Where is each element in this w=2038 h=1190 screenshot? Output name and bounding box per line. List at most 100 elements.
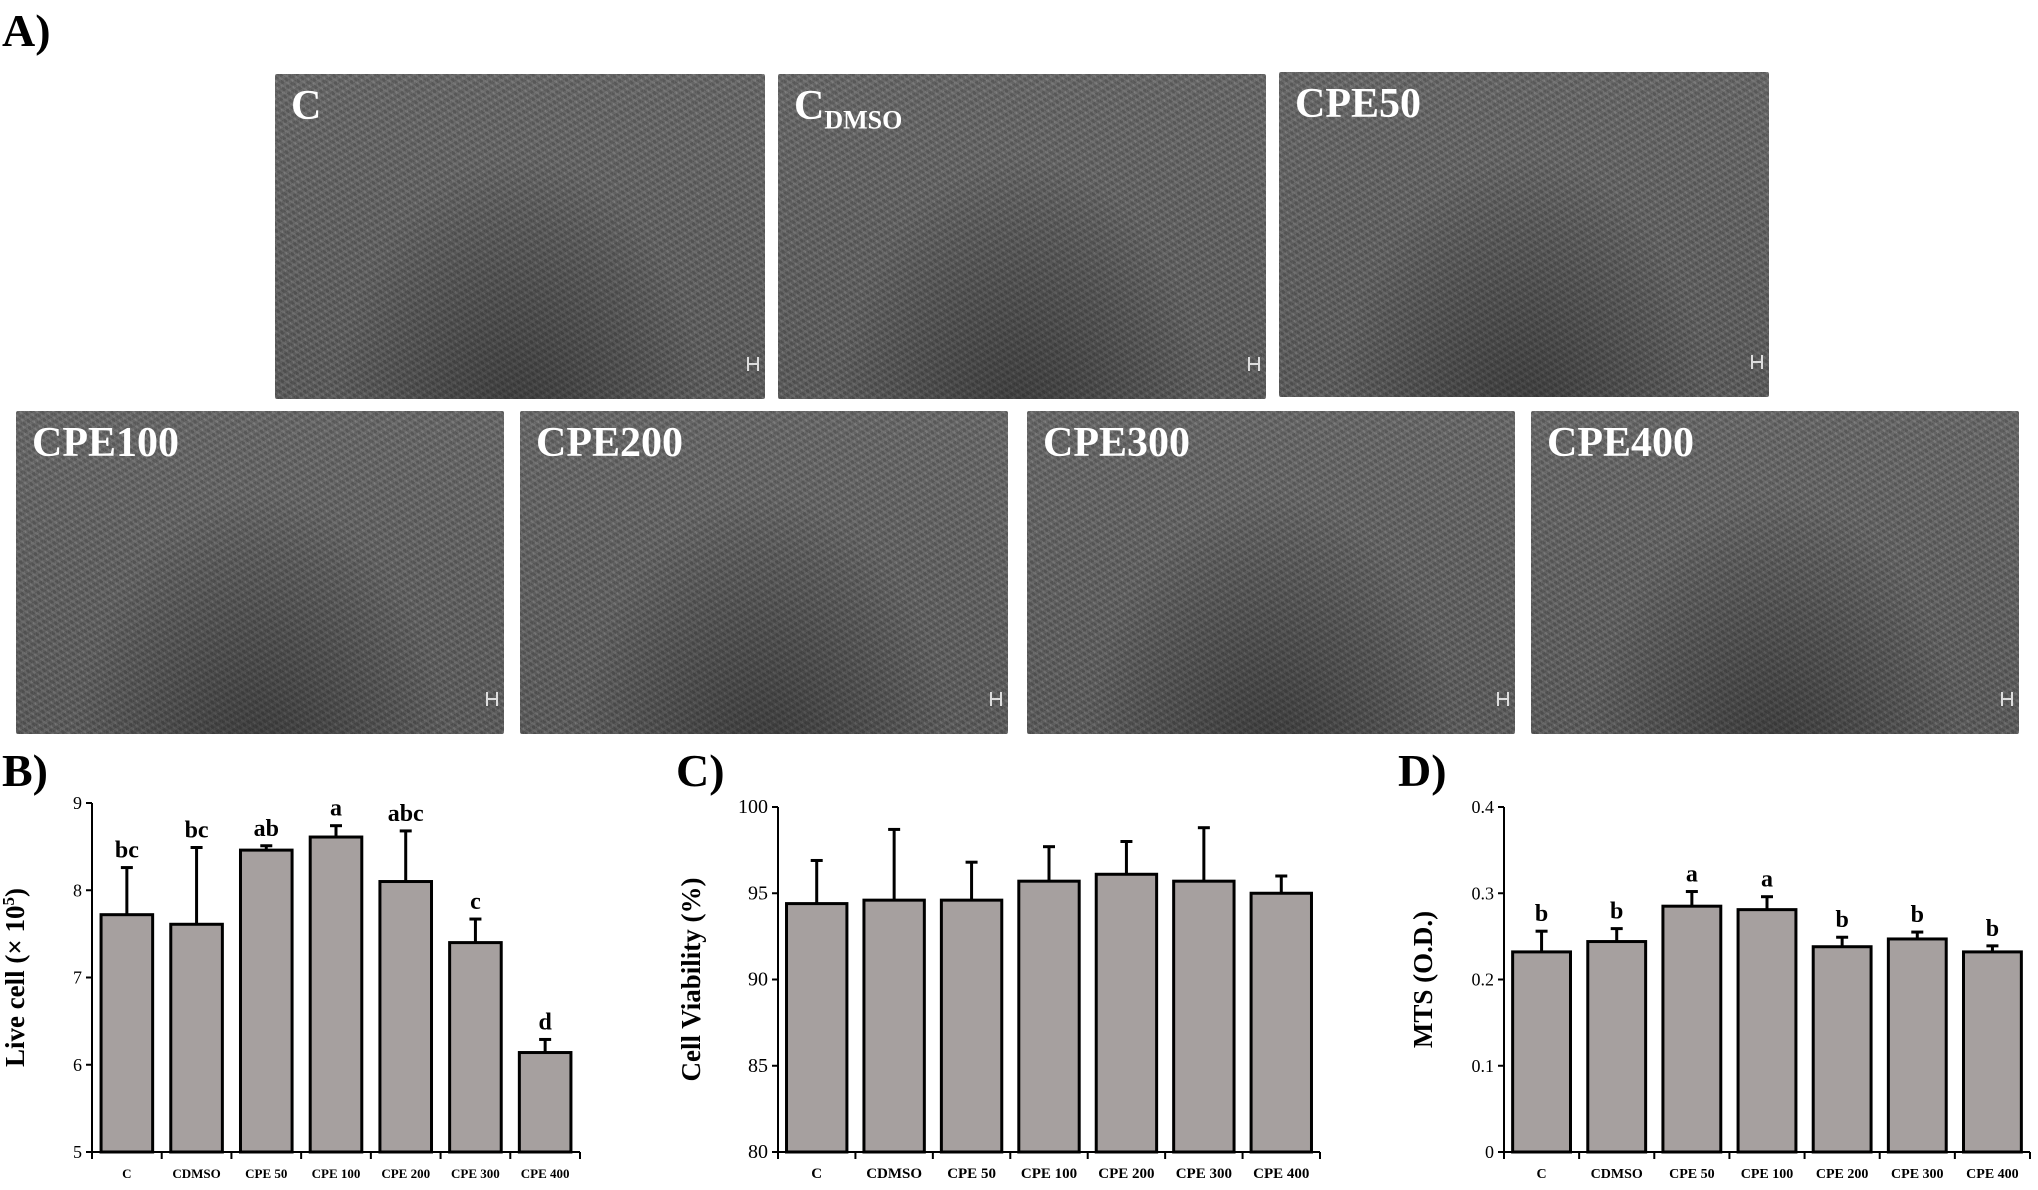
y-tick-label: 0.2 bbox=[1472, 970, 1495, 990]
micrograph-cpe300: CPE300 bbox=[1027, 411, 1515, 734]
significance-letter: b bbox=[1986, 916, 1999, 942]
micrograph-label: CPE300 bbox=[1043, 420, 1190, 466]
scale-bar-icon bbox=[990, 692, 1002, 706]
bar bbox=[1586, 940, 1648, 1154]
significance-letter: b bbox=[1535, 901, 1548, 927]
bar bbox=[1511, 950, 1573, 1154]
panel-label-d: D) bbox=[1398, 745, 1447, 796]
bar bbox=[517, 1051, 573, 1154]
scale-bar-icon bbox=[486, 692, 498, 706]
y-tick-label: 0.1 bbox=[1472, 1056, 1495, 1076]
y-tick-label: 5 bbox=[73, 1142, 82, 1162]
category-label: CPE 50 bbox=[245, 1166, 287, 1181]
bar bbox=[1172, 879, 1236, 1154]
bar bbox=[1886, 937, 1948, 1154]
category-label: CPE 200 bbox=[381, 1166, 430, 1181]
micrograph-cpe100: CPE100 bbox=[16, 411, 504, 734]
category-label: CDMSO bbox=[172, 1166, 220, 1181]
bar bbox=[1017, 879, 1081, 1154]
category-label: CPE 50 bbox=[1669, 1167, 1715, 1182]
scale-bar-icon bbox=[1497, 692, 1509, 706]
y-tick-label: 85 bbox=[748, 1055, 768, 1077]
category-label: C bbox=[811, 1166, 822, 1182]
micrograph-label: CPE400 bbox=[1547, 420, 1694, 466]
scale-bar-icon bbox=[1248, 357, 1260, 371]
panel-label-c: C) bbox=[676, 745, 725, 796]
bar bbox=[1094, 872, 1159, 1154]
y-tick-label: 100 bbox=[738, 796, 768, 818]
bar bbox=[1961, 950, 2023, 1154]
y-tick-label: 90 bbox=[748, 969, 768, 991]
chart-c-cell-viability: 80 85 90 95 100 Cell Viability (%) C CDMSO CPE 5… bbox=[670, 780, 1330, 1185]
category-label: CDMSO bbox=[1591, 1167, 1643, 1182]
y-axis-label-end: ) bbox=[0, 888, 30, 897]
y-axis-label: Cell Viability (%) bbox=[676, 878, 706, 1082]
y-axis-label-text: Cell Viability (%) bbox=[676, 878, 706, 1082]
y-tick-label: 80 bbox=[748, 1141, 768, 1163]
y-axis-label-text: MTS (O.D.) bbox=[1408, 911, 1438, 1048]
bar bbox=[1249, 891, 1313, 1154]
micrograph-label: CPE200 bbox=[536, 420, 683, 466]
significance-letter: bc bbox=[185, 817, 209, 843]
significance-letter: a bbox=[1686, 862, 1698, 888]
bar bbox=[99, 913, 155, 1154]
category-label: CPE 100 bbox=[312, 1166, 361, 1181]
micrograph-c: C bbox=[275, 74, 765, 399]
category-label: CDMSO bbox=[866, 1166, 922, 1182]
y-tick-label: 9 bbox=[73, 793, 82, 813]
y-tick-label: 7 bbox=[73, 968, 82, 988]
bar bbox=[308, 835, 364, 1154]
scale-bar-icon bbox=[1751, 355, 1763, 369]
panel-label-a: A) bbox=[2, 5, 51, 56]
micrograph-label: CPE100 bbox=[32, 420, 179, 466]
significance-letter: d bbox=[538, 1009, 552, 1035]
scale-bar-icon bbox=[747, 357, 759, 371]
category-label: CPE 200 bbox=[1098, 1166, 1154, 1182]
y-tick-label: 0.3 bbox=[1472, 883, 1495, 903]
significance-letter: b bbox=[1610, 899, 1623, 925]
category-label: CPE 50 bbox=[947, 1166, 996, 1182]
y-axis-label-sup: 5 bbox=[0, 897, 18, 906]
chart-d-svg: 0 0.1 0.2 0.3 0.4 MTS (O.D.) b Cb CDMSO a CPE 50 a C… bbox=[1408, 797, 2031, 1182]
significance-letter: abc bbox=[388, 801, 424, 827]
category-label: CPE 400 bbox=[521, 1166, 570, 1181]
category-label: CPE 100 bbox=[1741, 1167, 1794, 1182]
micrograph-label: C bbox=[291, 83, 322, 129]
micrograph-cpe50: CPE50 bbox=[1279, 72, 1769, 397]
bar bbox=[448, 941, 503, 1154]
category-label: C bbox=[122, 1166, 131, 1181]
bar bbox=[939, 898, 1004, 1154]
bar bbox=[378, 880, 434, 1154]
category-label: CPE 400 bbox=[1253, 1166, 1309, 1182]
bar bbox=[169, 922, 224, 1154]
bar bbox=[1811, 945, 1873, 1154]
category-label: C bbox=[1537, 1167, 1547, 1182]
significance-letter: a bbox=[330, 796, 342, 822]
y-axis-label: Live cell (× 105) bbox=[0, 888, 30, 1067]
significance-letter: ab bbox=[254, 816, 279, 842]
bar bbox=[862, 898, 926, 1154]
micrograph-cpe200: CPE200 bbox=[520, 411, 1008, 734]
significance-letter: b bbox=[1835, 907, 1848, 933]
bar bbox=[785, 902, 849, 1154]
micrograph-label: CDMSO bbox=[794, 83, 903, 135]
category-label: CPE 300 bbox=[1891, 1167, 1944, 1182]
category-label: CPE 200 bbox=[1816, 1167, 1869, 1182]
y-axis-label: MTS (O.D.) bbox=[1408, 911, 1438, 1048]
category-label: CPE 400 bbox=[1966, 1167, 2019, 1182]
significance-letter: b bbox=[1911, 902, 1924, 928]
y-tick-label: 95 bbox=[748, 882, 768, 904]
category-label: CPE 300 bbox=[1176, 1166, 1232, 1182]
y-tick-label: 6 bbox=[73, 1055, 82, 1075]
panel-label-b: B) bbox=[2, 745, 48, 796]
bar bbox=[238, 848, 294, 1154]
scale-bar-icon bbox=[2001, 692, 2013, 706]
significance-letter: a bbox=[1761, 867, 1773, 893]
category-label: CPE 300 bbox=[451, 1166, 500, 1181]
y-axis-label-text: Live cell (× 10 bbox=[0, 905, 30, 1067]
micrograph-cdmso: CDMSO bbox=[778, 74, 1266, 399]
micrograph-cpe400: CPE400 bbox=[1531, 411, 2019, 734]
